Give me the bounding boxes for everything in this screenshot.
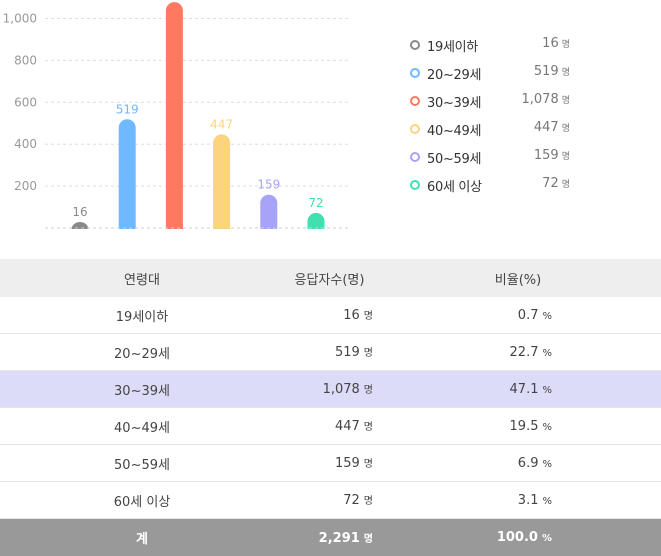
y-tick-label: 1,000	[3, 11, 37, 25]
legend-marker-icon	[410, 40, 420, 50]
legend-marker-icon	[410, 124, 420, 134]
bar-value-label: 16	[72, 205, 87, 219]
bar-value-label: 159	[257, 178, 280, 192]
y-tick-label: 200	[14, 179, 37, 193]
age-cell: 20~29세	[0, 334, 284, 371]
grid-layer	[45, 18, 350, 228]
age-cell: 50~59세	[0, 445, 284, 482]
bar-layer	[0, 2, 400, 240]
bar-value-label: 447	[210, 117, 233, 131]
legend-marker-icon	[410, 68, 420, 78]
y-tick-label: 600	[14, 95, 37, 109]
ratio-cell: 47.1%	[375, 371, 661, 408]
header-age: 연령대	[0, 259, 284, 297]
ratio-cell: 22.7%	[375, 334, 661, 371]
bar	[166, 2, 183, 237]
legend-label: 30~39세	[427, 92, 481, 111]
y-tick-label: 400	[14, 137, 37, 151]
age-cell: 60세 이상	[0, 482, 284, 519]
bar	[213, 134, 230, 237]
table-header-row: 연령대 응답자수(명) 비율(%)	[0, 259, 661, 297]
ratio-cell: 3.1%	[375, 482, 661, 519]
legend-label: 50~59세	[427, 148, 481, 167]
total-ratio: 100.0%	[375, 519, 661, 556]
bar-value-label: 72	[308, 196, 323, 210]
bar	[119, 119, 136, 237]
header-ratio: 비율(%)	[375, 259, 661, 297]
age-cell: 30~39세	[0, 371, 284, 408]
legend-marker-icon	[410, 152, 420, 162]
legend-marker-icon	[410, 180, 420, 190]
legend-marker-icon	[410, 96, 420, 106]
legend-label: 20~29세	[427, 64, 481, 83]
baseline-mask	[0, 229, 400, 240]
ratio-cell: 6.9%	[375, 445, 661, 482]
ratio-cell: 19.5%	[375, 408, 661, 445]
legend-label: 19세이하	[427, 36, 478, 55]
ratio-cell: 0.7%	[375, 297, 661, 334]
age-cell: 40~49세	[0, 408, 284, 445]
header-count: 응답자수(명)	[284, 259, 375, 297]
total-label: 계	[0, 519, 284, 556]
legend-label: 60세 이상	[427, 176, 482, 195]
y-axis-ticks: 200 400 600 800 1,000	[3, 11, 37, 193]
legend-label: 40~49세	[427, 120, 481, 139]
y-tick-label: 800	[14, 53, 37, 67]
bar-value-label: 519	[116, 102, 139, 116]
age-cell: 19세이하	[0, 297, 284, 334]
